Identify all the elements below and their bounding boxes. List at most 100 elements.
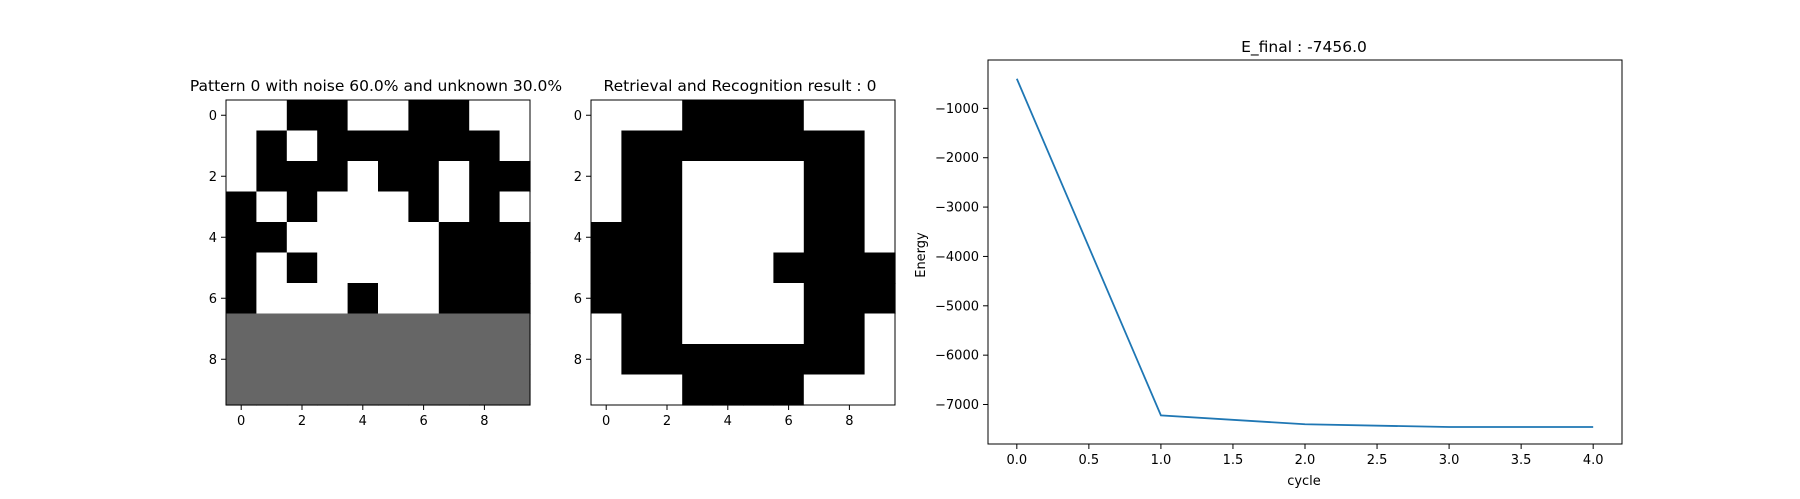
result-cell — [864, 374, 896, 406]
result-cell — [864, 283, 896, 315]
result-cell — [712, 313, 744, 345]
result-cell — [864, 130, 896, 162]
result-cell — [743, 283, 774, 315]
noisy-pattern-cells — [226, 100, 531, 406]
noisy-cell — [499, 100, 531, 132]
result-cell — [773, 344, 805, 376]
result-cell — [682, 283, 714, 315]
result-cell — [591, 283, 622, 315]
x-tick-label: 0.5 — [1079, 453, 1100, 468]
noisy-cell — [378, 130, 409, 162]
result-cell — [621, 252, 653, 284]
noisy-cell — [469, 313, 501, 345]
x-tick-label: 3.0 — [1439, 453, 1460, 468]
x-tick-label: 6 — [784, 414, 792, 429]
result-cell — [864, 161, 896, 193]
y-tick-label: 8 — [574, 353, 582, 368]
noisy-pattern-ticks: 0 2 4 6 8 0 2 4 6 8 — [209, 109, 489, 429]
result-cell — [773, 283, 805, 315]
y-tick-label: −5000 — [935, 299, 979, 314]
noisy-cell — [438, 252, 470, 284]
noisy-cell — [226, 283, 257, 315]
result-cell — [743, 374, 774, 406]
noisy-cell — [226, 222, 257, 254]
noisy-cell — [226, 161, 257, 193]
result-cell — [591, 344, 622, 376]
result-cell — [773, 191, 805, 223]
result-cell — [773, 100, 805, 132]
y-tick-label: 8 — [209, 353, 217, 368]
result-cell — [682, 130, 714, 162]
result-cell — [651, 222, 683, 254]
noisy-cell — [347, 252, 379, 284]
noisy-cell — [438, 222, 470, 254]
noisy-pattern-title: Pattern 0 with noise 60.0% and unknown 3… — [190, 77, 562, 95]
noisy-cell — [378, 344, 409, 376]
x-tick-label: 1.5 — [1223, 453, 1244, 468]
noisy-cell — [256, 222, 288, 254]
noisy-cell — [286, 161, 318, 193]
result-cell — [591, 252, 622, 284]
noisy-cell — [256, 374, 288, 406]
result-cell — [621, 161, 653, 193]
result-cell — [651, 374, 683, 406]
noisy-cell — [256, 344, 288, 376]
noisy-cell — [226, 344, 257, 376]
energy-y-axis-label: Energy — [914, 232, 929, 278]
result-cell — [834, 344, 866, 376]
x-tick-label: 4 — [359, 414, 367, 429]
noisy-cell — [408, 100, 440, 132]
noisy-cell — [408, 161, 440, 193]
result-cell — [834, 374, 866, 406]
noisy-cell — [408, 344, 440, 376]
y-tick-label: −7000 — [935, 398, 979, 413]
y-tick-label: −1000 — [935, 102, 979, 117]
result-cell — [834, 100, 866, 132]
result-cell — [651, 191, 683, 223]
noisy-cell — [499, 222, 531, 254]
result-cell — [682, 313, 714, 345]
result-cell — [712, 344, 744, 376]
retrieval-result-ticks: 0 2 4 6 8 0 2 4 6 8 — [574, 109, 854, 429]
noisy-cell — [499, 191, 531, 223]
noisy-cell — [317, 252, 349, 284]
noisy-cell — [438, 283, 470, 315]
noisy-cell — [438, 313, 470, 345]
noisy-cell — [438, 130, 470, 162]
noisy-cell — [469, 344, 501, 376]
x-tick-label: 8 — [845, 414, 853, 429]
y-tick-label: 2 — [209, 170, 217, 185]
result-cell — [864, 313, 896, 345]
result-cell — [864, 191, 896, 223]
result-cell — [621, 313, 653, 345]
x-tick-label: 2.0 — [1295, 453, 1316, 468]
noisy-cell — [317, 344, 349, 376]
result-cell — [712, 130, 744, 162]
result-cell — [651, 283, 683, 315]
result-cell — [743, 161, 774, 193]
result-cell — [803, 161, 835, 193]
result-cell — [591, 222, 622, 254]
noisy-cell — [226, 130, 257, 162]
noisy-cell — [286, 283, 318, 315]
noisy-cell — [469, 222, 501, 254]
noisy-cell — [256, 130, 288, 162]
retrieval-result-cells — [591, 100, 896, 406]
noisy-cell — [317, 283, 349, 315]
result-cell — [621, 130, 653, 162]
noisy-cell — [499, 130, 531, 162]
result-cell — [712, 100, 744, 132]
noisy-cell — [286, 344, 318, 376]
noisy-cell — [378, 100, 409, 132]
result-cell — [773, 374, 805, 406]
noisy-cell — [317, 130, 349, 162]
noisy-cell — [408, 252, 440, 284]
noisy-cell — [317, 191, 349, 223]
energy-line-chart: E_final : -7456.0 0.0 0.5 1.0 1.5 2.0 2.5 3.0 3… — [914, 38, 1623, 489]
result-cell — [591, 100, 622, 132]
result-cell — [682, 100, 714, 132]
result-cell — [773, 161, 805, 193]
x-tick-label: 0.0 — [1006, 453, 1027, 468]
x-tick-label: 0 — [237, 414, 245, 429]
result-cell — [651, 344, 683, 376]
